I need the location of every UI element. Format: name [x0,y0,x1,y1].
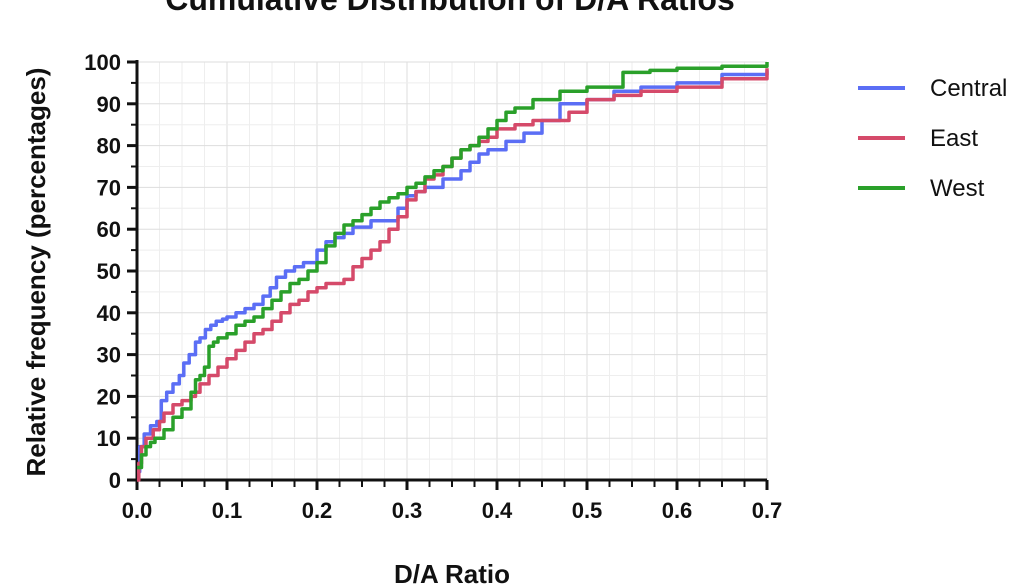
x-tick-label: 0.3 [392,498,423,523]
legend: Central East West [858,75,1007,202]
legend-label-east: East [930,125,978,152]
chart-title: Cumulative Distribution of D/A Ratios [165,0,735,17]
y-tick-label: 60 [97,217,121,242]
y-tick-label: 10 [97,426,121,451]
y-tick-label: 70 [97,175,121,200]
x-tick-label: 0.7 [752,498,783,523]
y-tick-label: 100 [84,50,121,75]
x-axis-label: D/A Ratio [394,559,510,588]
y-axis-label: Relative frequency (percentages) [21,68,51,477]
y-tick-label: 30 [97,343,121,368]
legend-label-central: Central [930,75,1007,102]
series-lines [137,62,769,482]
axes: 0 10 20 30 40 50 60 70 80 90 100 0.0 0.1 0.2 0.3 0.4 0.5… [84,50,782,523]
series-line-central [137,70,769,474]
x-tick-label: 0.4 [482,498,513,523]
x-tick-label: 0.2 [302,498,333,523]
x-tick-label: 0.6 [662,498,693,523]
y-tick-label: 20 [97,384,121,409]
y-tick-label: 50 [97,259,121,284]
y-tick-label: 90 [97,92,121,117]
series-line-west [137,62,769,470]
y-tick-label: 40 [97,301,121,326]
x-tick-label: 0.5 [572,498,603,523]
grid-lines [137,61,768,480]
y-tick-label: 80 [97,134,121,159]
x-tick-label: 0.1 [212,498,243,523]
x-tick-label: 0.0 [122,498,153,523]
y-tick-label: 0 [109,468,121,493]
legend-label-west: West [930,175,985,202]
